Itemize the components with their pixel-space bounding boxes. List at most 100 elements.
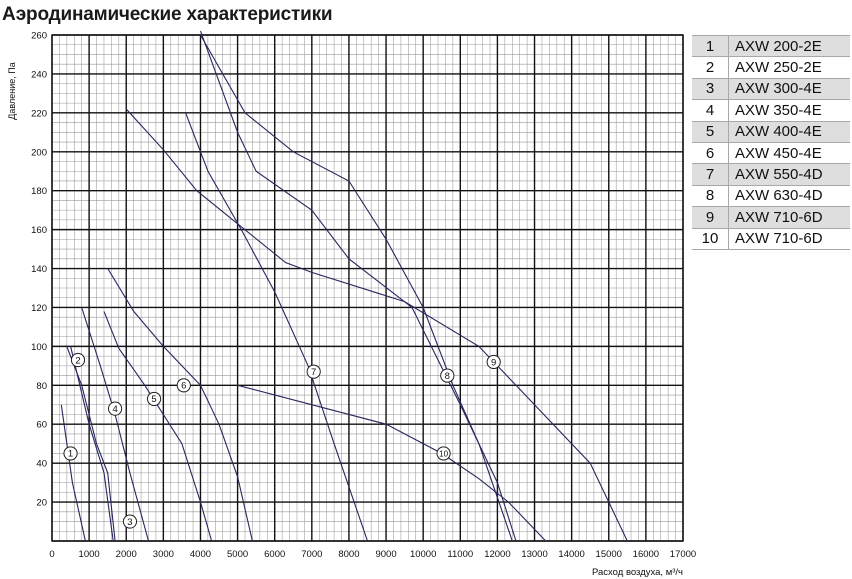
legend-number: 8: [692, 184, 729, 208]
curve-label-circle: [306, 364, 321, 379]
legend-row: 9 AXW 710-6D: [692, 206, 850, 229]
x-tick-label: 3000: [153, 549, 174, 560]
curve-label-9: 9: [486, 354, 501, 370]
curve-label-10: 10: [436, 446, 451, 461]
legend-model: AXW 550-4D: [728, 163, 850, 186]
curve-series-1: [60, 404, 86, 542]
x-tick-label: 16000: [633, 549, 659, 560]
legend-row: 7 AXW 550-4D: [692, 163, 850, 186]
legend-row: 8 AXW 630-4D: [692, 184, 850, 208]
curve-series-7: [185, 112, 369, 542]
legend-number: 10: [692, 227, 729, 250]
chart-title: Аэродинамические характеристики: [2, 4, 333, 25]
curve-label-circle: [108, 401, 123, 416]
curve-label-5: 5: [146, 391, 162, 407]
legend-row: 6 AXW 450-4E: [692, 141, 850, 165]
legend-number: 1: [692, 34, 729, 58]
legend-model: AXW 710-6D: [728, 206, 850, 229]
y-tick-label: 140: [31, 264, 47, 275]
curve-label-circle: [176, 378, 191, 393]
curve-label-text: 6: [181, 381, 186, 392]
x-tick-label: 1000: [79, 549, 100, 560]
curve-series-5: [103, 311, 213, 542]
curve-label-circle: [63, 446, 78, 461]
x-tick-label: 0: [49, 549, 54, 560]
legend-model: AXW 300-4E: [728, 77, 850, 101]
x-tick-label: 5000: [227, 549, 248, 560]
curve-series-3: [66, 346, 116, 542]
legend-row: 5 AXW 400-4E: [692, 120, 850, 143]
curve-label-2: 2: [70, 352, 86, 368]
legend-number: 6: [692, 141, 729, 165]
legend-row: 10 AXW 710-6D: [692, 227, 850, 250]
x-tick-label: 10000: [410, 549, 436, 560]
curve-label-circle: [486, 354, 501, 370]
legend-number: 9: [692, 206, 729, 229]
x-tick-label: 12000: [484, 549, 510, 560]
grid-lines: [51, 34, 684, 542]
y-tick-label: 120: [31, 303, 47, 314]
x-tick-label: 6000: [264, 549, 285, 560]
x-tick-label: 17000: [670, 549, 696, 560]
y-tick-label: 180: [31, 186, 47, 197]
curve-label-circle: [440, 368, 455, 383]
y-tick-label: 60: [36, 420, 47, 431]
curve-label-text: 5: [151, 394, 156, 405]
y-tick-label: 260: [31, 31, 47, 42]
curve-label-circle: [122, 514, 138, 529]
curve-label-text: 3: [127, 517, 132, 528]
curve-label-text: 8: [445, 371, 450, 382]
curve-label-text: 7: [311, 367, 316, 378]
legend-row: 3 AXW 300-4E: [692, 77, 850, 101]
legend-model: AXW 200-2E: [728, 34, 850, 58]
curve-label-text: 4: [112, 404, 117, 415]
legend-row: 1 AXW 200-2E: [692, 34, 850, 58]
curve-series-10: [125, 108, 628, 542]
x-tick-label: 2000: [116, 549, 137, 560]
y-tick-label: 160: [31, 225, 47, 236]
legend-model: AXW 250-2E: [728, 56, 850, 79]
x-tick-label: 7000: [301, 549, 322, 560]
legend-model: AXW 710-6D: [728, 227, 850, 250]
legend-model: AXW 450-4E: [728, 141, 850, 165]
x-tick-label: 11000: [447, 549, 473, 560]
legend-number: 5: [692, 120, 729, 143]
curve-series-6: [107, 268, 253, 542]
y-tick-label: 40: [36, 459, 47, 470]
x-tick-label: 15000: [596, 549, 622, 560]
x-tick-label: 13000: [521, 549, 547, 560]
curve-series-9: [200, 34, 513, 542]
legend-number: 4: [692, 99, 729, 122]
x-tick-label: 4000: [190, 549, 211, 560]
y-tick-label: 240: [31, 69, 47, 80]
curve-label-circle: [436, 446, 451, 461]
legend-number: 3: [692, 77, 729, 101]
legend-model: AXW 630-4D: [728, 184, 850, 208]
curve-label-1: 1: [63, 446, 78, 461]
y-tick-label: 80: [36, 381, 47, 392]
legend-row: 2 AXW 250-2E: [692, 56, 850, 79]
curve-series-extra-10: [237, 384, 547, 542]
legend-model: AXW 400-4E: [728, 120, 850, 143]
curve-series-2: [70, 346, 114, 542]
curve-label-text: 9: [491, 357, 496, 368]
curve-label-4: 4: [108, 401, 123, 416]
y-tick-label: 20: [36, 498, 47, 509]
curve-label-7: 7: [306, 364, 321, 379]
curve-label-text: 2: [75, 355, 80, 366]
curve-label-text: 10: [439, 450, 448, 459]
x-tick-label: 8000: [338, 549, 359, 560]
y-axis-label: Давление, Па: [7, 62, 17, 119]
legend-number: 7: [692, 163, 729, 186]
curve-label-8: 8: [440, 368, 455, 383]
legend-model: AXW 350-4E: [728, 99, 850, 122]
x-tick-label: 14000: [558, 549, 584, 560]
curve-label-3: 3: [122, 514, 138, 529]
curve-label-circle: [146, 391, 162, 407]
x-tick-label: 9000: [375, 549, 396, 560]
model-legend-table: 1 AXW 200-2E 2 AXW 250-2E 3 AXW 300-4E 4…: [692, 34, 850, 250]
y-tick-label: 100: [31, 342, 47, 353]
curve-label-6: 6: [176, 378, 191, 393]
y-tick-label: 200: [31, 147, 47, 158]
